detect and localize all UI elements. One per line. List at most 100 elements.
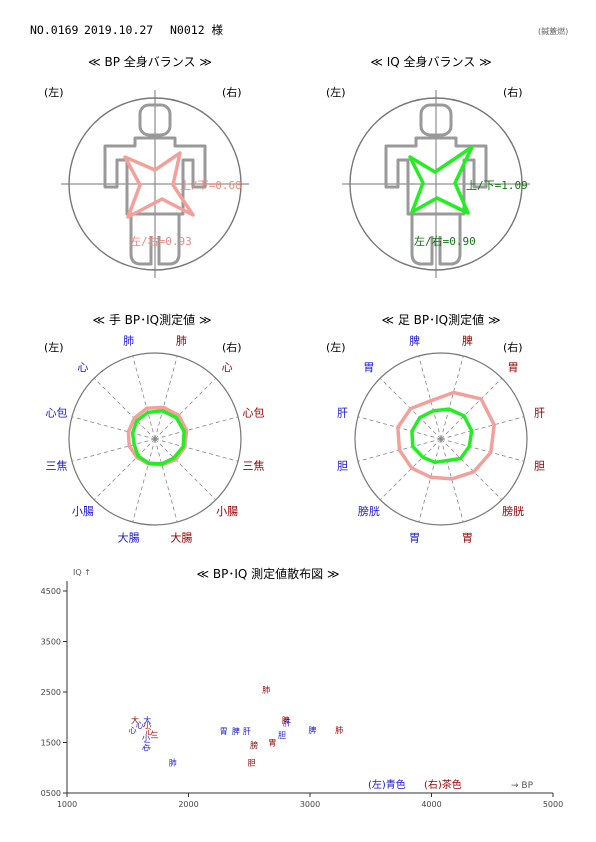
hand-spoke-3 [71,438,156,462]
foot-axis-label: 肝 [534,407,545,420]
body-torso [103,136,207,216]
foot-spoke-10 [440,377,503,440]
hand-right-label: (右) [222,340,242,354]
scatter-point-label: 肺 [169,759,177,768]
x-tick-label: 3000 [300,800,320,809]
hand-spoke-10 [154,377,217,440]
hand-spoke-0 [132,355,156,440]
scatter-point-label: 三 [150,731,158,740]
y-tick-label: 4500 [41,587,61,596]
hand-spoke-2 [71,416,156,440]
scatter-point-label: 脾 [232,726,240,736]
hand-axis-label: 小腸 [216,505,238,518]
bp-lr-ratio: 左/右=0.93 [130,234,192,248]
scatter-x-axis-label: → BP [511,781,534,791]
foot-radar-title: ≪ 足 BP･IQ測定値 ≫ [381,312,500,327]
scatter-point-label: 心 [146,727,154,736]
patient-name: N0012 様 [170,23,224,37]
scatter-legend-left: (左)青色 [368,778,406,791]
foot-right-label: (右) [503,340,523,354]
record-number: NO.0169 [30,23,79,37]
hand-spoke-1 [93,377,156,440]
scatter-point-label: 大 [143,715,151,725]
foot-axis-label: 胆 [337,459,348,472]
hand-axis-label: 三焦 [45,459,67,472]
scatter-point-label: 膀 [250,740,258,750]
bp-ud-ratio: 上/下=0.68 [180,179,242,192]
hand-axis-label: 三焦 [243,459,265,472]
body-legs [410,214,462,266]
scatter-point-label: 肺 [262,685,270,694]
y-tick-label: 3500 [41,638,61,647]
scatter-point-label: 肝 [243,727,251,736]
foot-axis-label: 膀胱 [358,504,380,518]
scatter-point-label: 心 [142,744,150,753]
iq-balance-title: ≪ IQ 全身バランス ≫ [370,54,491,69]
hand-spoke-4 [93,438,156,501]
y-tick-label: 1500 [41,739,61,748]
iq-balance-star [408,145,474,215]
foot-axis-label: 肝 [337,407,348,420]
scatter-point-label: 大 [131,715,139,725]
iq-body-figure [342,90,530,278]
bp-left-label: (左) [44,86,64,99]
scatter-point-label: 胃 [220,727,228,736]
hand-axis-label: 心包 [243,407,265,420]
iq-lr-ratio: 左/右=0.90 [414,234,476,248]
foot-axis-label: 胃 [508,361,519,374]
foot-spoke-0 [418,355,442,440]
scatter-point-label: 肺 [335,726,343,735]
scatter-title: ≪ BP･IQ 測定値散布図 ≫ [196,566,339,581]
iq-ud-ratio: 上/下=1.09 [466,179,528,192]
x-tick-label: 1000 [57,800,77,809]
foot-spoke-11 [440,355,464,440]
iq-balance-panel: ≪ IQ 全身バランス ≫ (左) (右) 上/下=1.09 左/右=0.90 [326,54,530,278]
scatter-point-label: 脾 [282,715,290,725]
foot-axis-label: 膀胱 [502,504,524,518]
hand-axis-label: 肺 [176,334,187,347]
scatter-point-label: 心 [136,721,144,730]
hand-axis-label: 心 [77,361,88,374]
scatter-point-label: 脾 [308,725,316,735]
body-legs [129,214,181,266]
foot-axis-label: 胃 [462,532,473,545]
header-mark: (鍼蓋燃) [538,26,568,36]
hand-axis-label: 心 [222,361,233,374]
hand-spoke-9 [154,416,239,440]
foot-axis-label: 胆 [534,459,545,472]
scatter-point-label: 胆 [278,731,286,740]
iq-left-label: (左) [326,86,346,99]
scatter-point-label: 胆 [248,759,256,768]
hand-spoke-5 [132,438,156,523]
body-head [138,103,172,137]
bp-balance-star [123,151,195,219]
hand-axis-label: 肺 [123,334,134,347]
hand-axis-label: 小腸 [72,505,94,518]
hand-spoke-8 [154,438,239,462]
bp-balance-panel: ≪ BP 全身バランス ≫ (左) (右) 上/下=0.68 左/右=0.93 [44,54,249,278]
y-tick-label: 2500 [41,688,61,697]
scatter-point-label: 肝 [283,718,291,727]
x-tick-label: 4000 [421,800,441,809]
hand-axis-label: 心包 [45,407,67,420]
foot-axis-label: 胃 [363,361,374,374]
y-tick-label: 0500 [41,789,61,798]
x-tick-label: 5000 [543,800,563,809]
record-date: 2019.10.27 [84,23,153,37]
scatter-point-label: 小 [142,733,150,742]
bp-right-label: (右) [222,85,242,99]
hand-radar-title: ≪ 手 BP･IQ測定値 ≫ [92,312,211,327]
scatter-point-label: 三 [143,741,151,750]
iq-right-label: (右) [503,85,523,99]
foot-spoke-9 [440,416,525,440]
hand-spoke-7 [154,438,217,501]
hand-radar-outer-circle [68,352,242,526]
bp-balance-title: ≪ BP 全身バランス ≫ [88,54,212,69]
foot-axis-label: 胃 [409,532,420,545]
scatter-point-label: 心 [129,726,137,735]
scatter-panel: ≪ BP･IQ 測定値散布図 ≫ (左)青色 (右)茶色 → BP IQ ↑ 1… [41,566,564,809]
hand-spoke-6 [154,438,178,523]
